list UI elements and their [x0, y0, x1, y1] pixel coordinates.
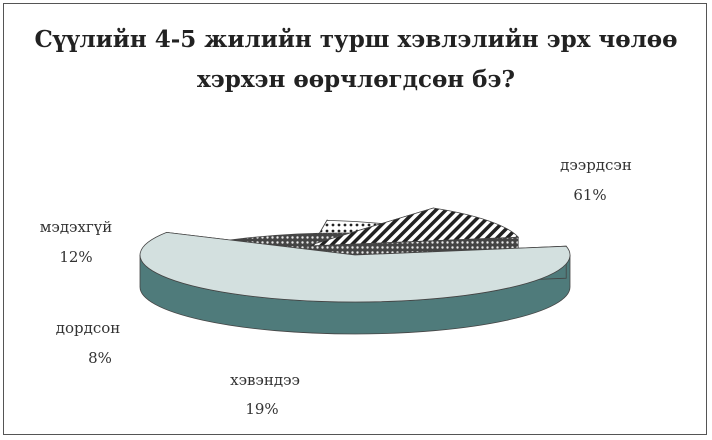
chart-title-line-2: хэрхэн өөрчлөгдсөн бэ?	[197, 66, 515, 93]
chart-title-line-1: Сүүлийн 4-5 жилийн турш хэвлэлийн эрх чө…	[34, 26, 678, 53]
slice-value-khevendee: 19%	[245, 400, 278, 418]
slice-value-medekhgui: 12%	[59, 248, 92, 266]
slice-top-deerdsen	[139, 231, 571, 303]
slice-label-dordson: дордсон	[56, 319, 121, 337]
slice-label-khevendee: хэвэндээ	[230, 371, 300, 389]
slice-label-medekhgui: мэдэхгүй	[40, 218, 113, 236]
chart-title: Сүүлийн 4-5 жилийн турш хэвлэлийн эрх чө…	[4, 20, 708, 100]
slice-value-dordson: 8%	[88, 349, 112, 367]
chart-frame: Сүүлийн 4-5 жилийн турш хэвлэлийн эрх чө…	[3, 3, 707, 435]
pie-slices	[139, 207, 571, 335]
slice-label-deerdsen: дээрдсэн	[560, 156, 632, 174]
slice-value-deerdsen: 61%	[573, 186, 606, 204]
slice-top-medekhgui	[306, 207, 520, 247]
pie-labels: дээрдсэн 61% хэвэндээ 19% дордсон 8% мэд…	[40, 156, 632, 418]
